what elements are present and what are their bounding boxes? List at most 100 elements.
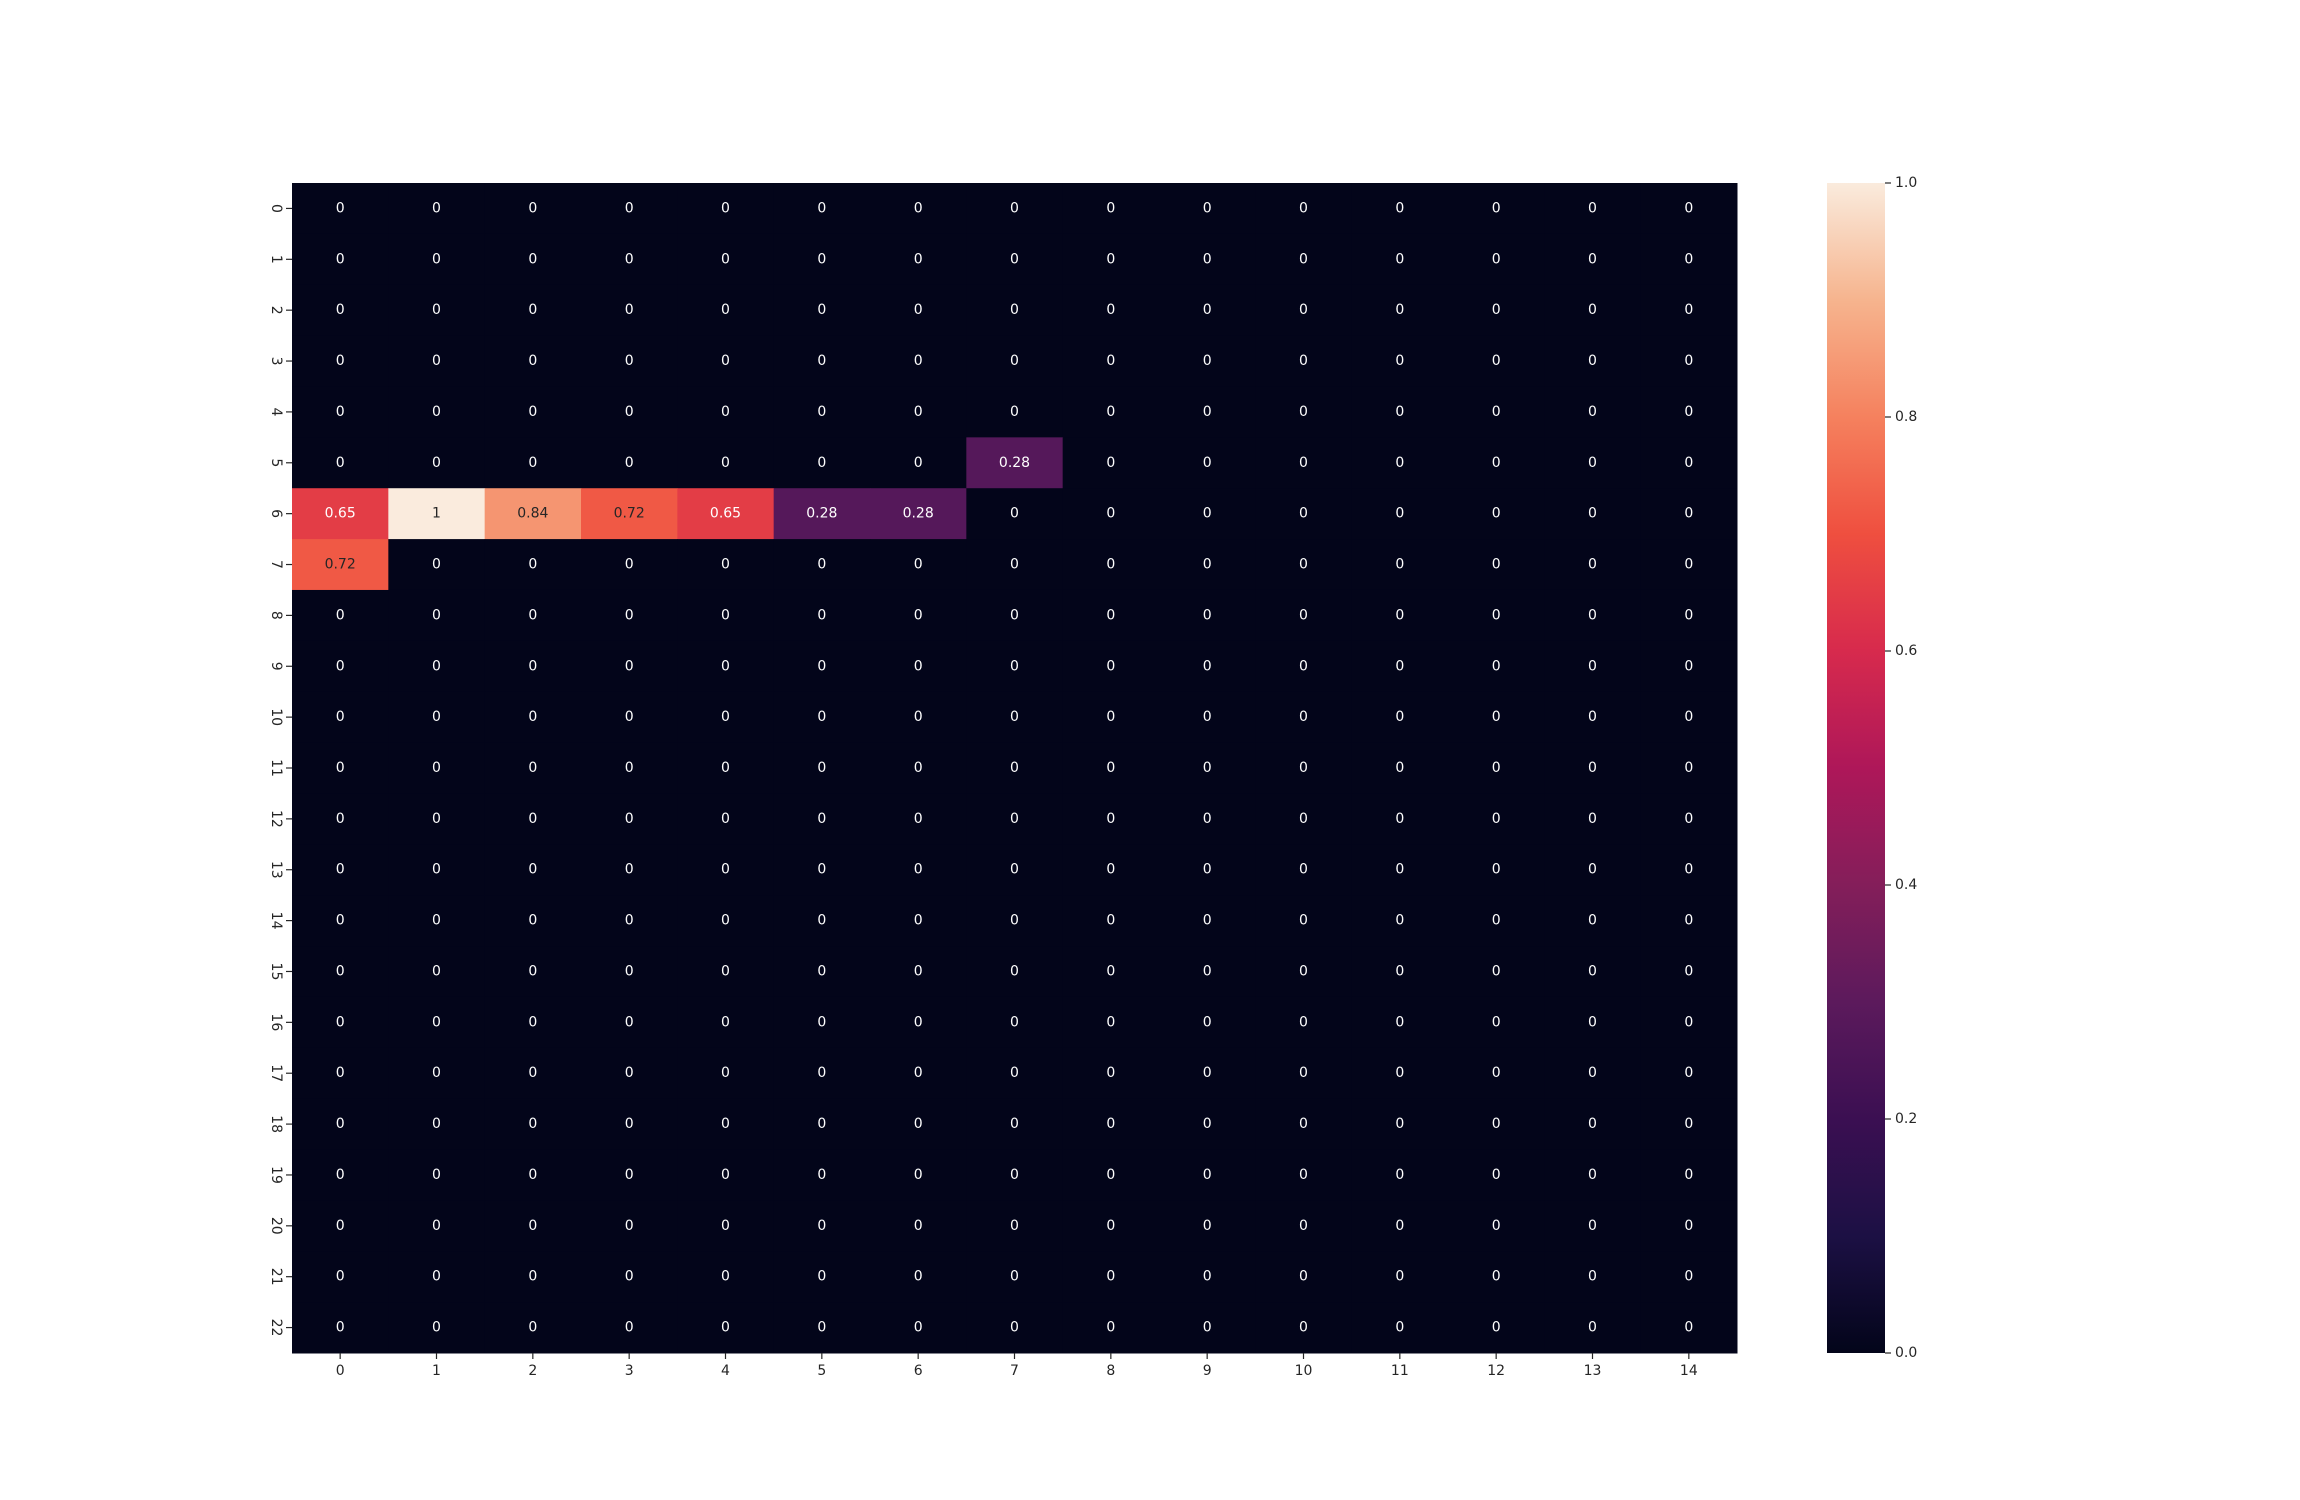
heatmap-cell-r7-c4 [677, 539, 775, 591]
cell-value-r21-c10: 0 [1299, 1269, 1308, 1285]
heatmap-cell-r19-c3 [581, 1149, 678, 1201]
heatmap-cell-r1-c4 [677, 233, 775, 286]
cell-value-r18-c4: 0 [721, 1116, 730, 1132]
cell-value-r11-c10: 0 [1299, 760, 1308, 776]
heatmap-cell-r5-c6 [870, 437, 967, 489]
heatmap-cell-r5-c14 [1640, 437, 1738, 489]
cell-value-r5-c12: 0 [1492, 455, 1501, 471]
cell-value-r20-c0: 0 [336, 1218, 345, 1234]
cell-value-r12-c13: 0 [1588, 811, 1597, 827]
heatmap-cell-r2-c4 [677, 284, 775, 337]
y-tick-label-8: 8 [268, 611, 284, 620]
cell-value-r5-c0: 0 [336, 455, 345, 471]
y-tick-label-18: 18 [268, 1115, 284, 1133]
heatmap-cell-r3-c5 [773, 335, 871, 387]
heatmap-cell-r6-c11 [1351, 488, 1449, 540]
heatmap-cell-r15-c1 [388, 946, 486, 998]
heatmap-cell-r15-c8 [1062, 946, 1160, 998]
heatmap-cell-r8-c0 [292, 589, 389, 642]
heatmap-cell-r13-c3 [581, 844, 678, 896]
heatmap-cell-r19-c10 [1255, 1149, 1353, 1201]
cell-value-r13-c8: 0 [1106, 862, 1115, 878]
cell-value-r7-c14: 0 [1684, 557, 1693, 573]
heatmap-cell-r15-c6 [870, 946, 967, 998]
x-tick-label-7: 7 [1010, 1363, 1019, 1379]
heatmap-cell-r18-c4 [677, 1098, 775, 1151]
heatmap-cell-r4-c7 [966, 386, 1064, 438]
heatmap-cell-r6-c0 [292, 488, 389, 540]
heatmap-cell-r15-c12 [1448, 946, 1545, 998]
cell-value-r4-c3: 0 [625, 404, 634, 420]
cell-value-r21-c14: 0 [1684, 1269, 1693, 1285]
cell-value-r5-c7: 0.28 [999, 455, 1030, 471]
heatmap-cell-r18-c11 [1351, 1098, 1449, 1151]
cell-value-r5-c5: 0 [817, 455, 826, 471]
heatmap-cell-r0-c13 [1544, 183, 1642, 235]
heatmap-cell-r6-c1 [388, 488, 486, 540]
cell-value-r17-c7: 0 [1010, 1065, 1019, 1081]
heatmap-cell-r12-c11 [1351, 793, 1449, 845]
cell-value-r6-c5: 0.28 [806, 506, 837, 522]
colorbar-tick-label-5: 1.0 [1895, 175, 1917, 191]
heatmap-cell-r10-c8 [1062, 691, 1160, 744]
x-tick-label-2: 2 [528, 1363, 537, 1379]
x-tick-label-12: 12 [1487, 1363, 1505, 1379]
cell-value-r2-c6: 0 [914, 302, 923, 318]
heatmap-cell-r19-c1 [388, 1149, 486, 1201]
heatmap-cell-r0-c4 [677, 183, 775, 235]
heatmap-cell-r21-c0 [292, 1251, 389, 1303]
cell-value-r21-c3: 0 [625, 1269, 634, 1285]
heatmap-cell-r6-c14 [1640, 488, 1738, 540]
heatmap-cell-r22-c14 [1640, 1302, 1738, 1354]
heatmap-cell-r21-c5 [773, 1251, 871, 1303]
heatmap-cell-r14-c6 [870, 895, 967, 947]
cell-value-r13-c2: 0 [528, 862, 537, 878]
cell-value-r0-c2: 0 [528, 200, 537, 216]
heatmap-cell-r6-c2 [484, 488, 582, 540]
cell-value-r14-c7: 0 [1010, 913, 1019, 929]
heatmap-cell-r8-c7 [966, 589, 1064, 642]
heatmap-cell-r1-c0 [292, 233, 389, 286]
x-tick-label-3: 3 [625, 1363, 634, 1379]
cell-value-r2-c1: 0 [432, 302, 441, 318]
heatmap-cell-r12-c10 [1255, 793, 1353, 845]
heatmap-cell-r7-c12 [1448, 539, 1545, 591]
heatmap-cell-r13-c5 [773, 844, 871, 896]
heatmap-cell-r5-c10 [1255, 437, 1353, 489]
heatmap-cell-r9-c0 [292, 640, 389, 693]
cell-value-r12-c3: 0 [625, 811, 634, 827]
heatmap-cell-r0-c12 [1448, 183, 1545, 235]
heatmap-cell-r19-c0 [292, 1149, 389, 1201]
cell-value-r22-c0: 0 [336, 1320, 345, 1336]
heatmap-cell-r17-c6 [870, 1047, 967, 1100]
cell-value-r18-c9: 0 [1203, 1116, 1212, 1132]
heatmap-cell-r14-c11 [1351, 895, 1449, 947]
cell-value-r10-c5: 0 [817, 709, 826, 725]
heatmap-cell-r8-c12 [1448, 589, 1545, 642]
heatmap-cell-r4-c12 [1448, 386, 1545, 438]
heatmap-cell-r1-c9 [1159, 233, 1256, 286]
cell-value-r7-c4: 0 [721, 557, 730, 573]
cell-value-r20-c12: 0 [1492, 1218, 1501, 1234]
cell-value-r12-c2: 0 [528, 811, 537, 827]
cell-value-r8-c2: 0 [528, 607, 537, 623]
cell-value-r21-c1: 0 [432, 1269, 441, 1285]
heatmap-cell-r5-c7 [966, 437, 1064, 489]
cell-value-r14-c0: 0 [336, 913, 345, 929]
cell-value-r15-c12: 0 [1492, 963, 1501, 979]
heatmap-cell-r8-c3 [581, 589, 678, 642]
cell-value-r6-c3: 0.72 [614, 506, 645, 522]
heatmap-cell-r16-c13 [1544, 996, 1642, 1049]
cell-value-r19-c9: 0 [1203, 1167, 1212, 1183]
heatmap-cell-r11-c12 [1448, 742, 1545, 794]
cell-value-r4-c13: 0 [1588, 404, 1597, 420]
heatmap-cell-r9-c11 [1351, 640, 1449, 693]
cell-value-r5-c10: 0 [1299, 455, 1308, 471]
cell-value-r3-c3: 0 [625, 353, 634, 369]
cell-value-r8-c3: 0 [625, 607, 634, 623]
heatmap-cell-r1-c2 [484, 233, 582, 286]
heatmap-cell-r4-c9 [1159, 386, 1256, 438]
heatmap-cell-r13-c11 [1351, 844, 1449, 896]
cell-value-r1-c3: 0 [625, 251, 634, 267]
